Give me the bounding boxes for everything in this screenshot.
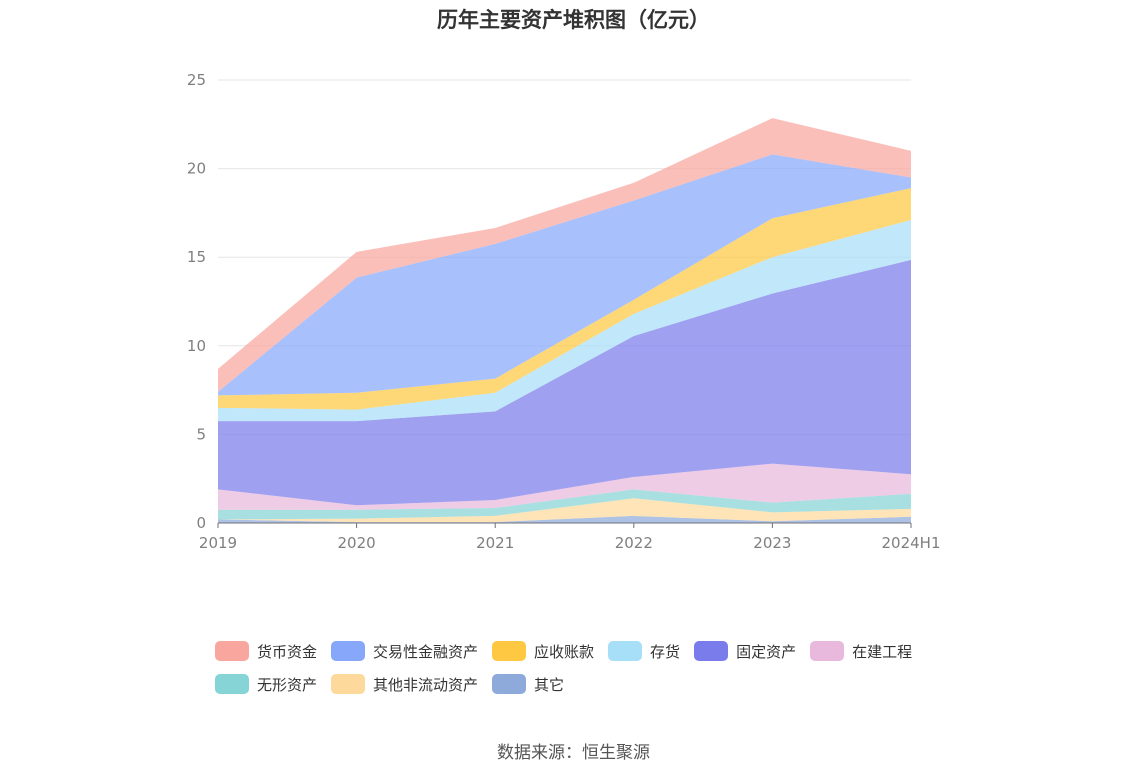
source-note: 数据来源：恒生聚源 <box>497 743 650 763</box>
legend-swatch <box>215 674 249 694</box>
legend-label: 应收账款 <box>534 642 595 661</box>
legend-item[interactable]: 交易性金融资产 <box>331 638 478 664</box>
legend-swatch <box>608 641 643 661</box>
legend-label: 固定资产 <box>736 642 797 661</box>
legend-label: 交易性金融资产 <box>373 642 479 661</box>
legend-item[interactable]: 存货 <box>608 638 680 664</box>
x-tick-label: 2023 <box>753 534 791 552</box>
legend-label: 无形资产 <box>257 675 318 694</box>
x-tick-label: 2021 <box>476 534 514 552</box>
area-series-7[interactable] <box>218 154 911 396</box>
legend-item[interactable]: 货币资金 <box>215 638 317 664</box>
legend-swatch <box>492 674 527 694</box>
legend: 货币资金 交易性金融资产 应收账款 存货 固定资产 在建工程无形资产 其他非流动资产 其它 <box>215 638 975 704</box>
x-tick-label: 2020 <box>338 534 376 552</box>
legend-item[interactable]: 无形资产 <box>215 671 317 697</box>
legend-label: 其他非流动资产 <box>373 675 479 694</box>
x-tick-label: 2019 <box>199 534 237 552</box>
legend-item[interactable]: 固定资产 <box>694 638 796 664</box>
legend-item[interactable]: 其他非流动资产 <box>331 671 478 697</box>
area-series-6[interactable] <box>218 188 911 410</box>
axes: 0 5 10 15 20 25 2019 2020 2021 2022 2023 2024H1 <box>187 71 941 552</box>
chart-title: 历年主要资产堆积图（亿元） <box>437 8 710 32</box>
area-series-8[interactable] <box>218 118 911 392</box>
legend-label: 存货 <box>650 642 681 661</box>
y-tick-label: 20 <box>187 160 206 178</box>
legend-swatch <box>331 641 366 661</box>
legend-label: 在建工程 <box>852 642 913 661</box>
area-series-0[interactable] <box>218 515 911 523</box>
legend-item[interactable]: 在建工程 <box>810 638 912 664</box>
y-tick-label: 5 <box>196 425 206 443</box>
legend-label: 货币资金 <box>257 642 318 661</box>
area-series-4[interactable] <box>218 259 911 506</box>
area-series-2[interactable] <box>218 489 911 520</box>
legend-swatch <box>810 641 845 661</box>
area-series-group <box>218 118 911 523</box>
y-tick-label: 0 <box>196 514 206 532</box>
legend-item[interactable]: 其它 <box>492 671 564 697</box>
x-tick-label: 2022 <box>615 534 653 552</box>
legend-swatch <box>492 641 527 661</box>
y-tick-label: 15 <box>187 248 206 266</box>
y-tick-label: 25 <box>187 71 206 89</box>
legend-swatch <box>694 641 729 661</box>
area-series-1[interactable] <box>218 498 911 523</box>
legend-swatch <box>215 641 249 661</box>
x-tick-label: 2024H1 <box>882 534 941 552</box>
area-series-5[interactable] <box>218 219 911 422</box>
area-series-3[interactable] <box>218 463 911 510</box>
legend-swatch <box>331 674 366 694</box>
legend-label: 其它 <box>534 675 565 694</box>
y-tick-label: 10 <box>187 337 206 355</box>
legend-item[interactable]: 应收账款 <box>492 638 594 664</box>
